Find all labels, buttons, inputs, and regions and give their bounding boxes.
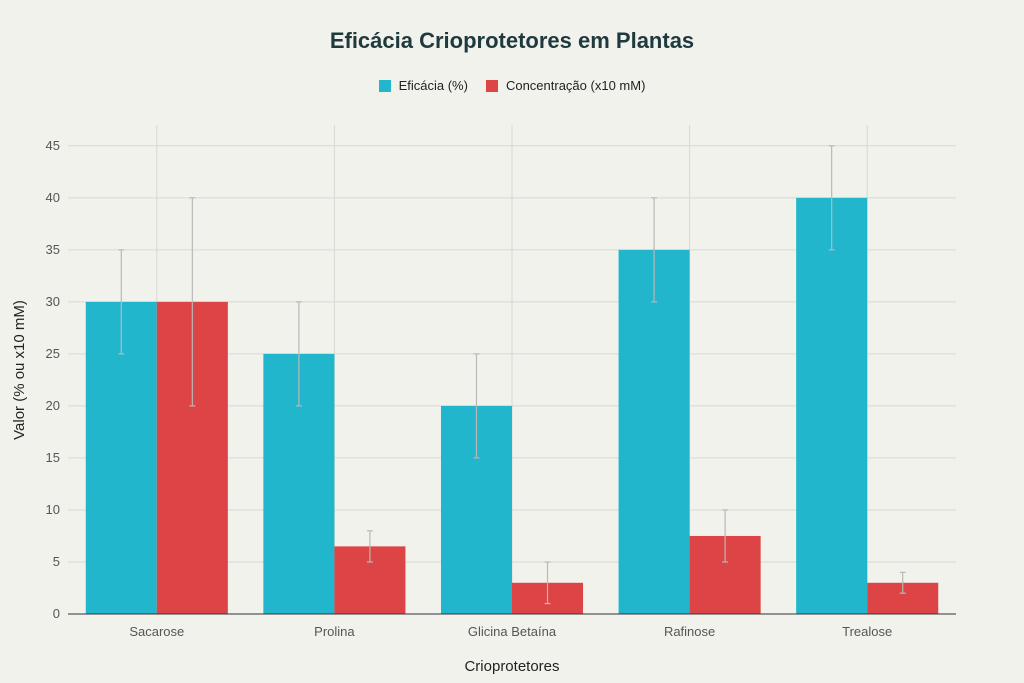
legend: Eficácia (%) Concentração (x10 mM) — [0, 78, 1024, 93]
error-bars — [118, 145, 906, 605]
x-axis-title: Crioprotetores — [464, 658, 559, 675]
legend-label-eficacia: Eficácia (%) — [398, 78, 468, 93]
legend-swatch-eficacia — [378, 79, 391, 92]
bars — [85, 197, 939, 615]
bar-eficacia — [796, 197, 868, 615]
chart-title: Eficácia Crioprotetores em Plantas — [329, 28, 695, 53]
legend-item-concentracao[interactable]: Concentração (x10 mM) — [485, 78, 646, 93]
legend-swatch-concentracao — [485, 79, 498, 92]
axes: 0 5 10 15 20 25 30 35 40 45 Sacarose Prolina Glicina… — [46, 138, 956, 639]
y-tick-label: 5 — [53, 554, 60, 569]
y-tick-label: 10 — [46, 502, 60, 517]
legend-label-concentracao: Concentração (x10 mM) — [505, 78, 646, 93]
bar-eficacia — [618, 249, 690, 614]
x-tick-label: Prolina — [314, 624, 355, 639]
x-tick-label: Trealose — [842, 624, 892, 639]
y-tick-label: 40 — [46, 190, 60, 205]
y-tick-label: 30 — [46, 294, 60, 309]
x-tick-label: Rafinose — [664, 624, 715, 639]
y-tick-label: 20 — [46, 398, 60, 413]
y-tick-label: 15 — [46, 450, 60, 465]
y-tick-label: 45 — [46, 138, 60, 153]
y-tick-label: 35 — [46, 242, 60, 257]
y-axis-title: Valor (% ou x10 mM) — [11, 300, 28, 440]
y-tick-label: 0 — [53, 606, 60, 621]
x-tick-label: Sacarose — [129, 624, 184, 639]
x-tick-label: Glicina Betaína — [468, 624, 557, 639]
y-tick-label: 25 — [46, 346, 60, 361]
legend-item-eficacia[interactable]: Eficácia (%) — [378, 78, 468, 93]
